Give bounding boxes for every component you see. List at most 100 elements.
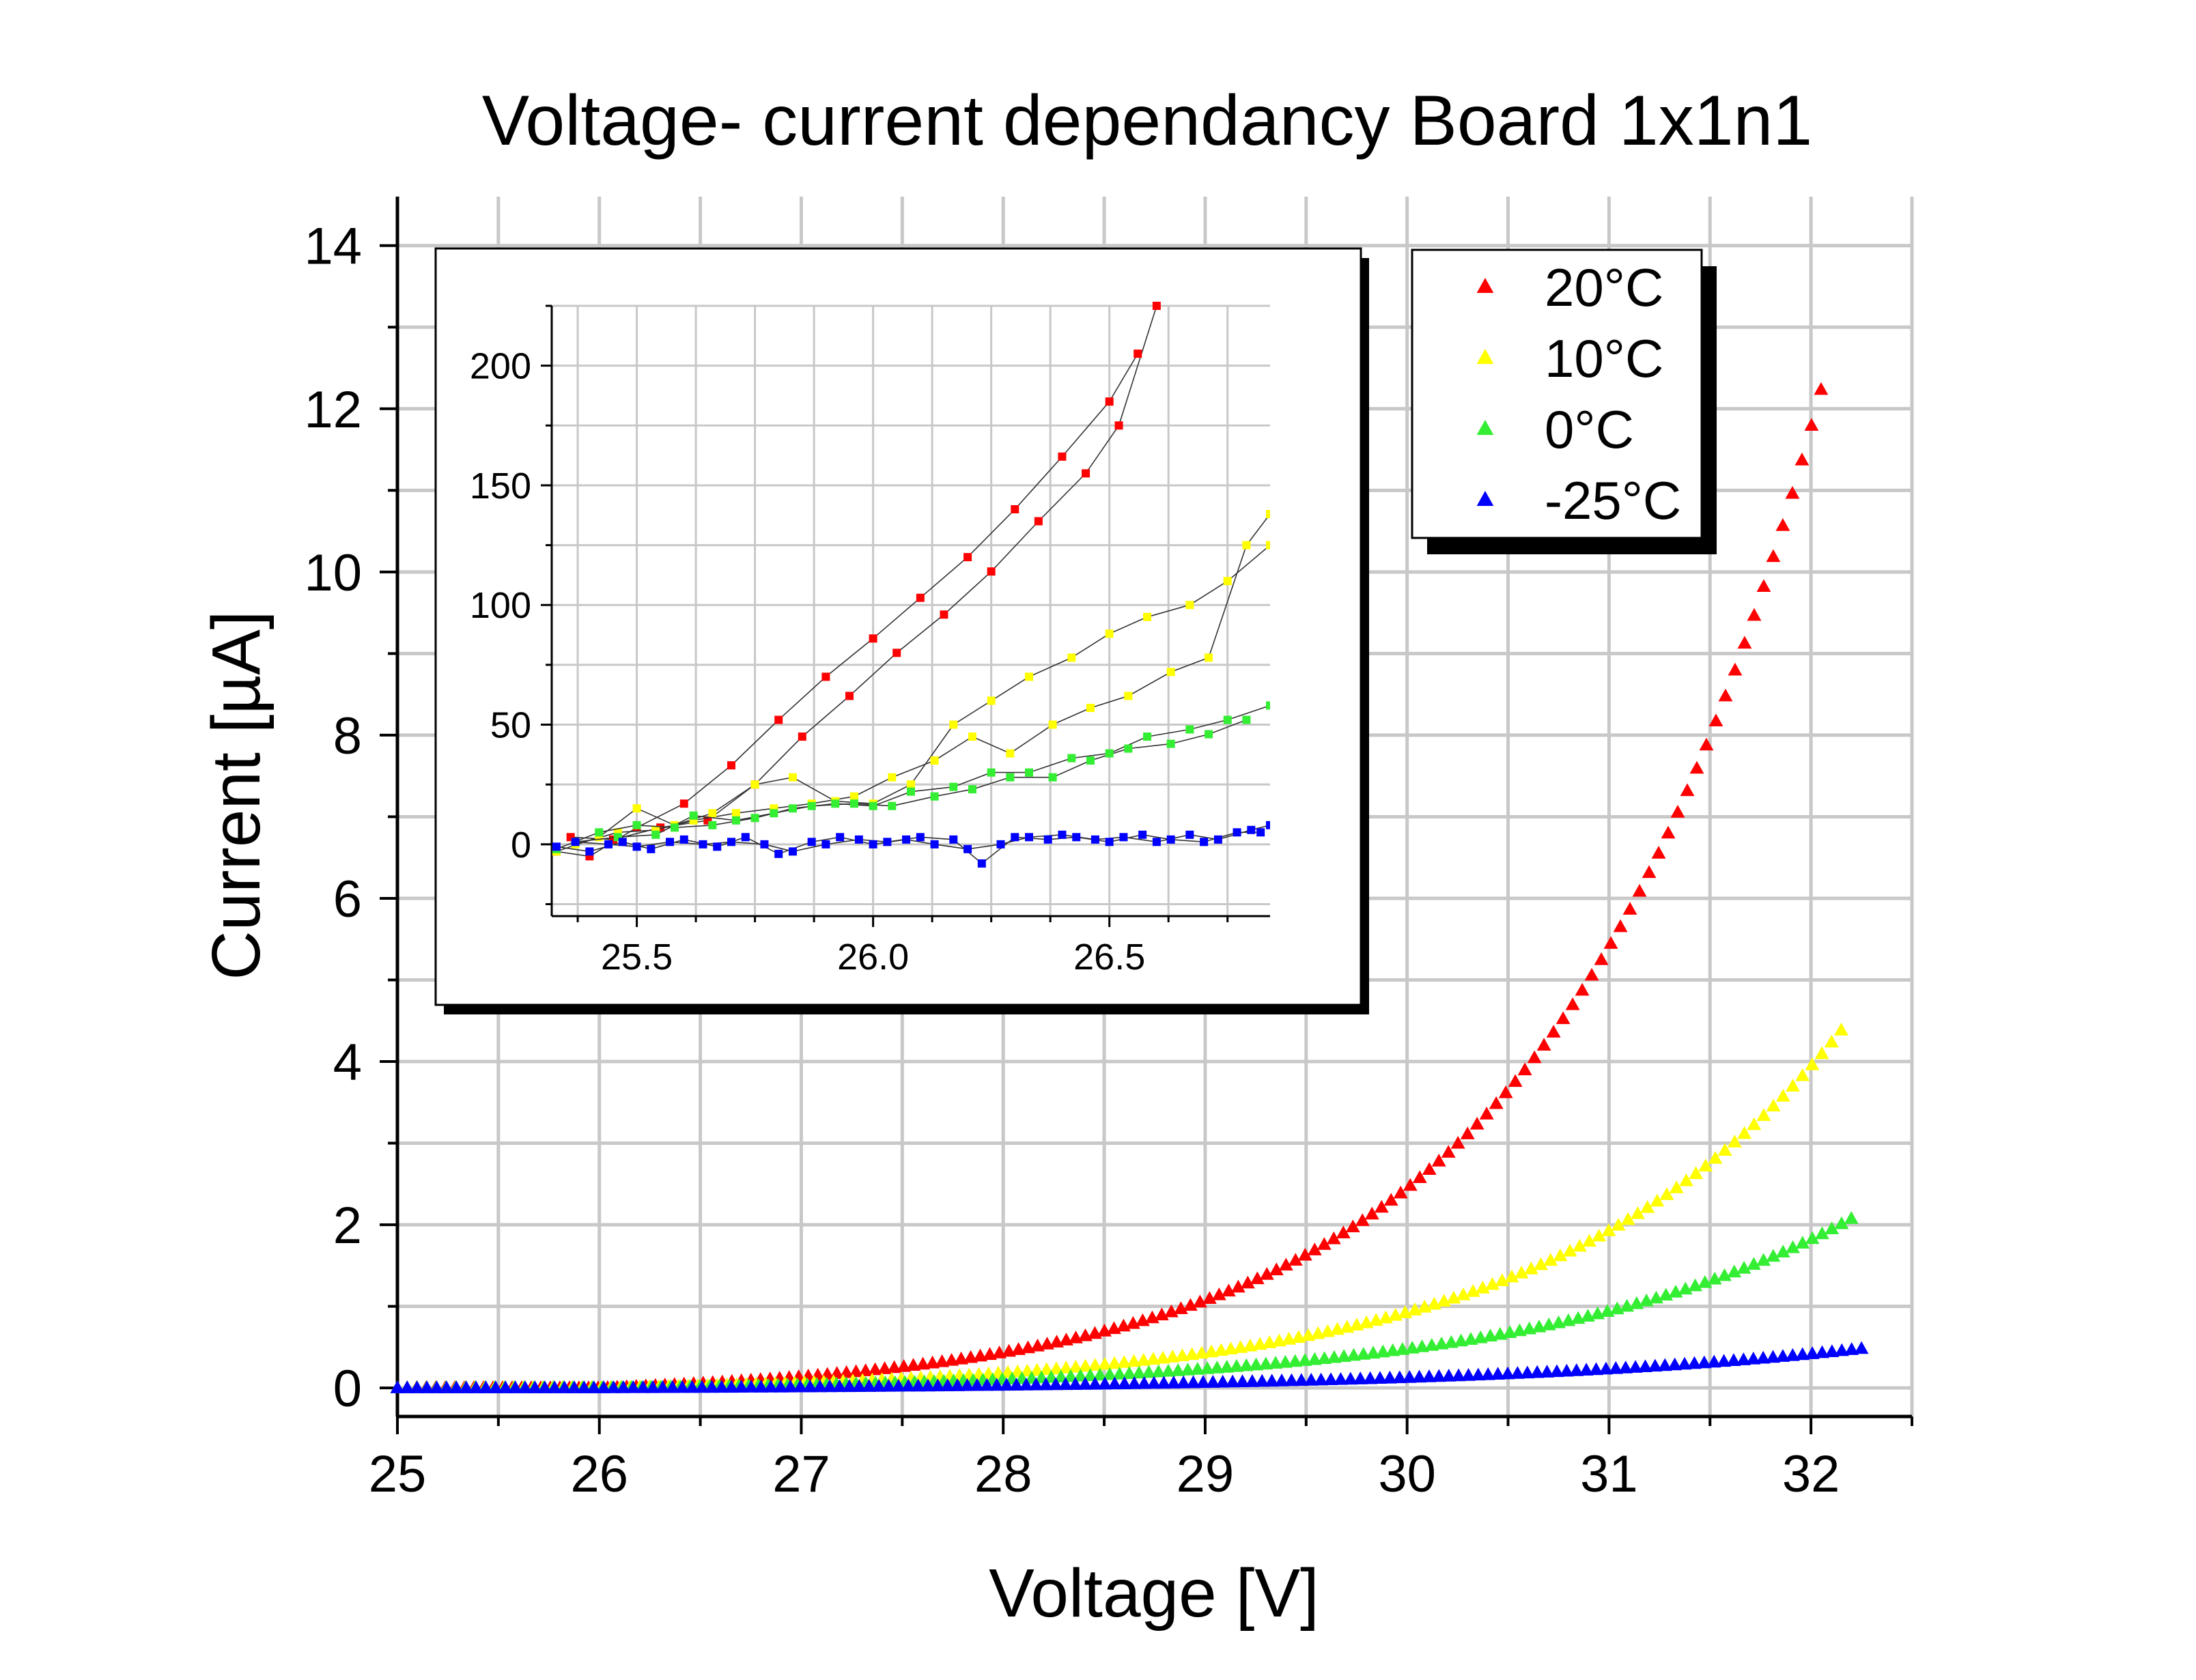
y-tick-label: 6 xyxy=(333,870,362,928)
data-point xyxy=(1136,1353,1151,1366)
data-point xyxy=(1317,1351,1332,1365)
data-point xyxy=(822,1379,837,1393)
data-point xyxy=(950,1378,965,1391)
inset-data-point xyxy=(647,844,656,853)
data-point xyxy=(1698,1275,1713,1288)
data-point xyxy=(1480,1367,1495,1380)
inset-data-point xyxy=(1152,838,1161,846)
data-point xyxy=(1088,1358,1103,1371)
data-point xyxy=(1107,1376,1122,1390)
legend: 20°C 10°C 0°C -25°C xyxy=(1411,248,1717,554)
data-point xyxy=(1657,1358,1672,1371)
data-point xyxy=(858,1363,873,1376)
data-point xyxy=(1698,1158,1713,1172)
x-tick-label: 28 xyxy=(974,1445,1032,1503)
inset-data-point xyxy=(1011,833,1019,842)
data-point xyxy=(734,1380,749,1393)
data-point xyxy=(399,1380,414,1393)
data-point xyxy=(1805,1346,1820,1359)
inset-data-point xyxy=(1152,302,1161,310)
inset-data-point xyxy=(888,801,897,810)
data-point xyxy=(1689,1166,1704,1180)
data-point xyxy=(430,1380,445,1393)
inset-data-point xyxy=(1072,833,1081,842)
data-point xyxy=(1176,1375,1191,1389)
inset-data-point xyxy=(854,835,863,844)
data-point xyxy=(1814,382,1829,395)
data-point xyxy=(1375,1344,1390,1358)
data-point xyxy=(488,1380,503,1393)
data-point xyxy=(851,1379,867,1392)
data-point xyxy=(1392,1370,1407,1384)
inset-data-point xyxy=(618,838,627,846)
inset-data-point xyxy=(689,811,698,820)
inset-data-point xyxy=(1266,510,1270,519)
data-point xyxy=(1424,1338,1439,1351)
data-point xyxy=(1194,1346,1209,1359)
main-tick-labels: 25 26 27 28 29 30 31 32 0 2 4 6 8 10 12 14 xyxy=(304,218,1840,1503)
inset-data-point xyxy=(940,610,948,619)
data-point xyxy=(625,1380,640,1393)
data-point xyxy=(1717,1354,1732,1367)
data-point xyxy=(1517,1062,1532,1076)
data-point xyxy=(1019,1378,1034,1391)
inset-data-point xyxy=(1143,612,1152,621)
data-point xyxy=(1405,1341,1420,1354)
data-point xyxy=(1200,1361,1215,1374)
y-tick-label: 2 xyxy=(333,1197,362,1255)
data-point xyxy=(1326,1231,1341,1244)
inset-data-point xyxy=(1090,835,1099,844)
data-point xyxy=(1393,1185,1408,1199)
data-point xyxy=(1766,1350,1781,1363)
legend-label: 0°C xyxy=(1545,399,1634,459)
data-point xyxy=(1161,1363,1176,1377)
y-tick-label: 10 xyxy=(304,544,362,602)
data-point xyxy=(868,1362,883,1376)
data-point xyxy=(1068,1359,1083,1373)
inset-data-point xyxy=(821,840,830,849)
inset-data-point xyxy=(1114,421,1123,430)
data-point xyxy=(1307,1242,1322,1255)
data-point xyxy=(1156,1376,1171,1389)
legend-marker xyxy=(1476,349,1494,365)
legend-label: 10°C xyxy=(1545,328,1663,388)
data-point xyxy=(1520,1365,1535,1379)
inset-connector-line xyxy=(556,825,1270,855)
data-point xyxy=(1215,1374,1230,1388)
data-point xyxy=(645,1380,660,1393)
data-point xyxy=(1323,1372,1338,1386)
x-tick-label: 26 xyxy=(570,1445,628,1503)
data-point xyxy=(587,1380,602,1393)
inset-data-point xyxy=(821,672,830,681)
data-point xyxy=(508,1380,523,1393)
y-tick-label: 8 xyxy=(333,707,362,765)
x-tick-label: 29 xyxy=(1177,1445,1235,1503)
data-point xyxy=(1336,1349,1351,1363)
inset-grid xyxy=(552,304,1270,916)
data-point xyxy=(1353,1371,1368,1384)
data-point xyxy=(1343,1371,1358,1385)
inset-data-point xyxy=(1058,452,1067,461)
data-point xyxy=(1048,1377,1063,1391)
inset-data-point xyxy=(708,821,717,829)
inset-data-point xyxy=(770,809,778,818)
data-point xyxy=(940,1378,955,1391)
data-point xyxy=(714,1380,729,1393)
data-point xyxy=(1202,1291,1217,1305)
data-point xyxy=(1366,1346,1381,1359)
inset-data-point xyxy=(888,773,897,782)
data-point xyxy=(1117,1376,1132,1389)
data-point xyxy=(1613,919,1628,932)
data-point xyxy=(1706,1354,1721,1368)
data-point xyxy=(1495,1273,1510,1287)
inset-data-point xyxy=(1105,749,1114,758)
y-tick-label: 0 xyxy=(333,1360,362,1418)
data-point xyxy=(887,1360,902,1373)
data-point xyxy=(1402,1370,1417,1383)
data-point xyxy=(1504,1269,1519,1283)
data-point xyxy=(1795,1236,1810,1249)
inset-data-point xyxy=(585,847,594,856)
inset-data-point xyxy=(987,696,996,705)
data-point xyxy=(1844,1342,1859,1355)
data-point xyxy=(1385,1343,1400,1356)
